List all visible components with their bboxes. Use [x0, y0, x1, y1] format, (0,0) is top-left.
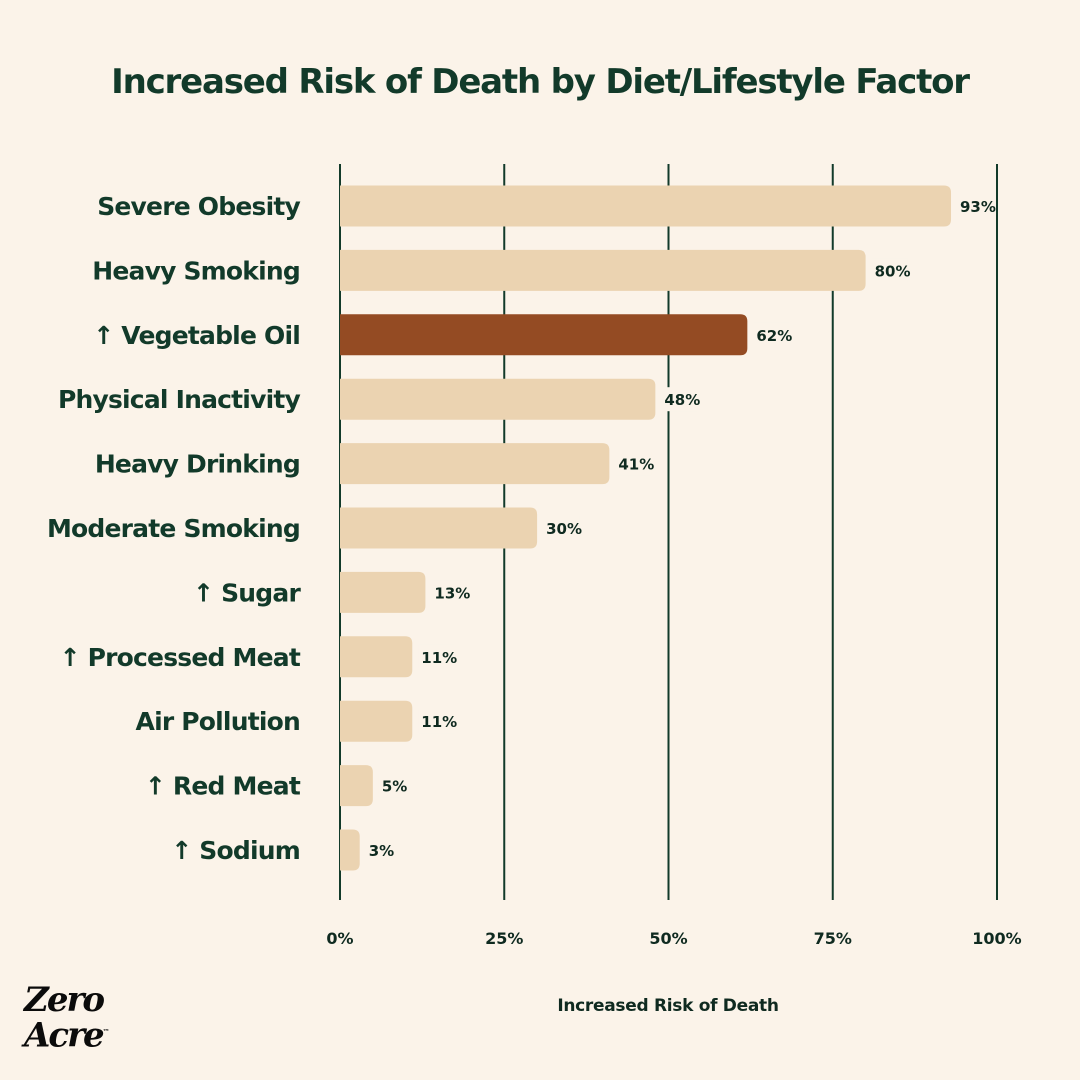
value-label-background	[543, 516, 580, 540]
x-tick-labels: 0% 25% 50% 75% 100%	[326, 929, 1021, 948]
category-label: Severe Obesity	[97, 192, 300, 221]
x-tick-label: 25%	[485, 929, 523, 948]
bar	[340, 700, 413, 742]
bar	[340, 636, 413, 678]
bar	[340, 507, 538, 549]
bar	[340, 314, 748, 356]
value-label: 11%	[421, 713, 457, 731]
logo-line-1: Zero	[24, 980, 105, 1020]
logo-line-2: Acre™	[24, 1016, 110, 1052]
bar	[340, 765, 373, 807]
x-axis-label: Increased Risk of Death	[557, 996, 779, 1016]
value-label: 48%	[664, 391, 700, 409]
category-label: Air Pollution	[136, 707, 300, 736]
bar	[340, 829, 360, 871]
value-label: 41%	[618, 456, 654, 474]
category-label: Heavy Drinking	[95, 450, 300, 479]
value-label-background	[378, 773, 405, 798]
category-label: ↑ Sodium	[171, 836, 300, 865]
value-labels: 93% 80% 62% 48% 41% 30% 13% 11% 11% 5% 3%	[365, 194, 996, 862]
category-label: Heavy Smoking	[92, 256, 300, 285]
value-label: 80%	[875, 262, 911, 280]
category-label: ↑ Vegetable Oil	[93, 321, 300, 350]
value-label-background	[871, 258, 908, 283]
value-label-background	[753, 322, 790, 347]
value-label-background	[957, 194, 994, 218]
value-label: 62%	[756, 327, 792, 345]
value-label-background	[661, 387, 698, 412]
value-label-background	[418, 644, 455, 669]
value-label: 11%	[421, 649, 457, 667]
bars	[340, 185, 952, 871]
value-label-background	[615, 451, 652, 476]
value-label: 30%	[546, 520, 582, 538]
zero-acre-logo: Zero Acre™	[24, 980, 110, 1052]
bar	[340, 185, 952, 227]
category-labels: Severe Obesity Heavy Smoking ↑ Vegetable O…	[47, 192, 302, 865]
category-label: ↑ Processed Meat	[60, 643, 301, 672]
logo-line-2-text: Acre	[24, 1015, 105, 1056]
bar	[340, 378, 656, 420]
value-label-background	[365, 838, 392, 862]
category-label: ↑ Red Meat	[145, 772, 301, 801]
x-tick-label: 75%	[814, 929, 852, 948]
category-label: ↑ Sugar	[193, 578, 301, 607]
value-label: 93%	[960, 198, 996, 216]
trademark-symbol: ™	[102, 1027, 110, 1036]
x-tick-label: 0%	[326, 929, 353, 948]
category-label: Physical Inactivity	[58, 385, 301, 414]
value-label: 13%	[434, 584, 470, 602]
value-label: 3%	[369, 842, 394, 860]
category-label: Moderate Smoking	[47, 514, 300, 543]
value-label: 5%	[382, 778, 407, 796]
chart-title: Increased Risk of Death by Diet/Lifestyl…	[111, 62, 970, 102]
value-label-background	[431, 580, 468, 605]
value-label-background	[418, 709, 455, 734]
bar	[340, 571, 426, 613]
bar	[340, 249, 866, 291]
x-tick-label: 100%	[972, 929, 1021, 948]
bar	[340, 443, 610, 485]
x-tick-label: 50%	[649, 929, 687, 948]
